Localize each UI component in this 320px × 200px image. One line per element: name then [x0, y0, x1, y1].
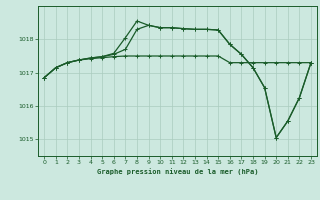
X-axis label: Graphe pression niveau de la mer (hPa): Graphe pression niveau de la mer (hPa) — [97, 168, 258, 175]
